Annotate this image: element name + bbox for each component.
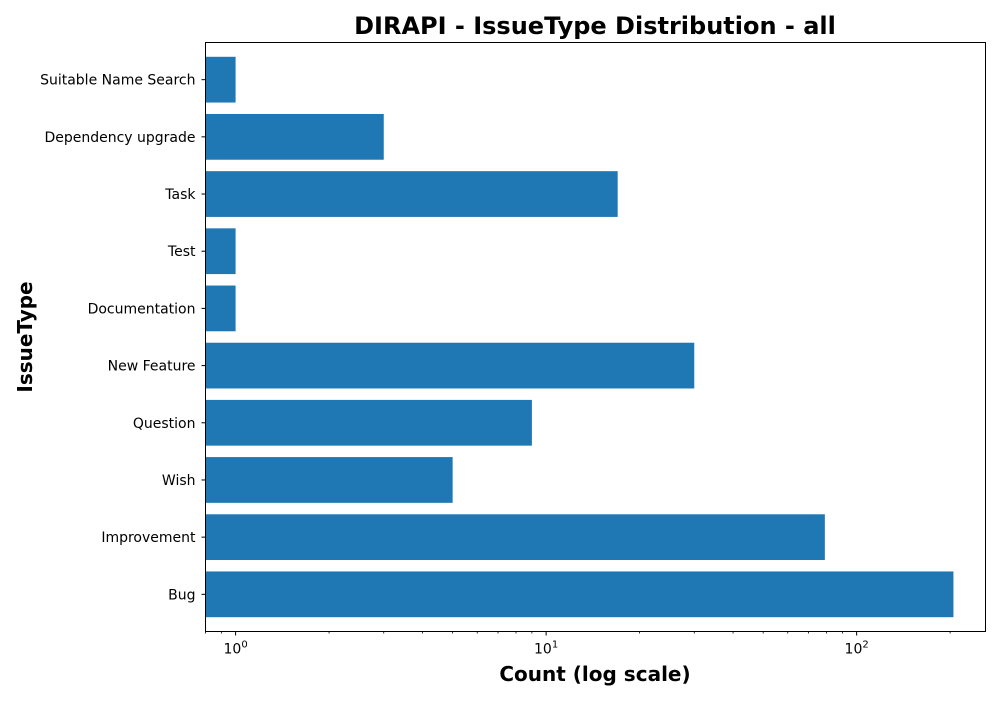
- y-tick-label: Improvement: [101, 530, 196, 546]
- bar-test: [205, 228, 236, 275]
- y-axis: Bug Improvement Wish Question New Feature Doc…: [40, 73, 206, 603]
- y-tick-label: Dependency upgrade: [44, 130, 195, 146]
- bar-wish: [205, 457, 453, 503]
- y-tick-label: Wish: [162, 473, 196, 489]
- bar-improvement: [205, 514, 825, 561]
- y-tick-label: Test: [167, 244, 196, 260]
- y-axis-label: IssueType: [13, 281, 37, 392]
- bars-layer: [205, 56, 954, 618]
- bar-new-feature: [205, 342, 695, 389]
- bar-bug: [205, 571, 954, 618]
- bar-dependency-upgrade: [205, 113, 384, 160]
- y-tick-label: Bug: [168, 587, 195, 603]
- y-tick-label: Suitable Name Search: [40, 73, 195, 89]
- y-tick-label: Question: [133, 416, 196, 432]
- bar-documentation: [205, 285, 236, 332]
- plot-frame: [205, 42, 986, 632]
- x-axis-label: Count (log scale): [499, 662, 690, 686]
- bar-suitable-name-search: [205, 56, 236, 103]
- x-axis: 100 101 102: [205, 631, 951, 658]
- bar-task: [205, 171, 618, 217]
- y-tick-label: Task: [164, 187, 196, 203]
- y-tick-label: New Feature: [108, 359, 196, 375]
- y-tick-label: Documentation: [88, 301, 196, 317]
- chart-title: DIRAPI - IssueType Distribution - all: [354, 12, 836, 40]
- bar-question: [205, 399, 532, 446]
